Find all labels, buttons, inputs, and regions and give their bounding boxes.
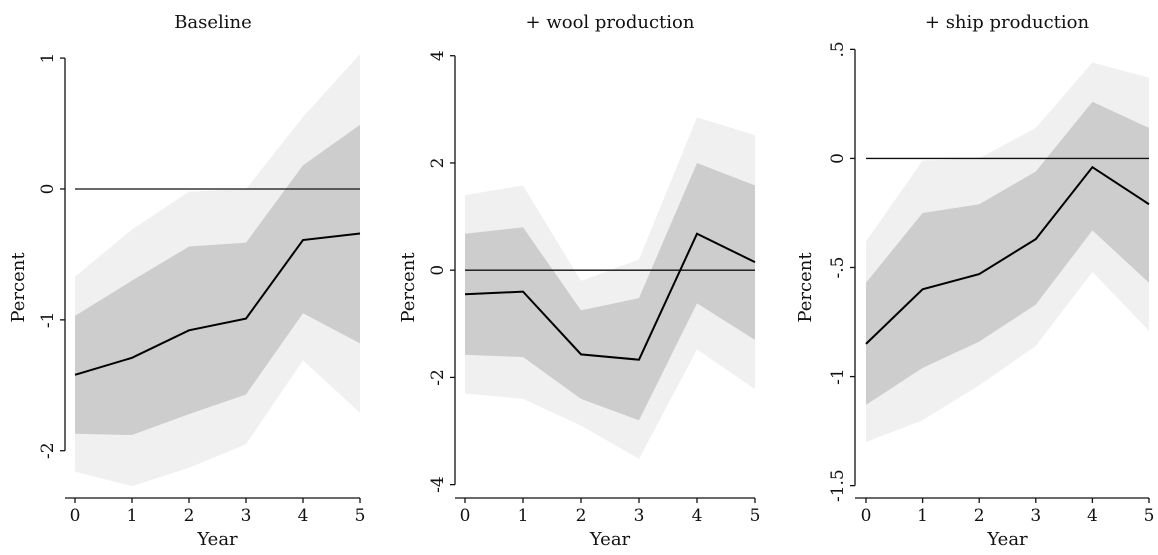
x-tick-label: 3	[241, 506, 252, 526]
y-tick-label: -1	[828, 368, 848, 385]
x-tick-label: 3	[1030, 506, 1041, 526]
y-tick-label: 0	[38, 184, 58, 195]
x-tick-label: 0	[460, 506, 471, 526]
y-axis-label: Percent	[398, 252, 419, 323]
x-tick-label: 4	[1087, 506, 1098, 526]
y-tick-label: 1	[38, 53, 58, 64]
x-tick-label: 3	[634, 506, 645, 526]
x-tick-label: 4	[692, 506, 703, 526]
panel-3: -1.5 -1 -.5 0 .5 0 1 2 3 4 5 Year Percent + ship prod…	[795, 12, 1154, 550]
x-tick-label: 0	[861, 506, 872, 526]
estimate-line	[865, 165, 1150, 345]
x-tick-label: 2	[184, 506, 195, 526]
x-tick-label: 5	[1144, 506, 1155, 526]
x-axis-label: Year	[196, 529, 238, 550]
x-axis-label: Year	[589, 529, 631, 550]
y-tick-label: -2	[38, 442, 58, 459]
y-tick-label: 0	[428, 265, 448, 276]
y-tick-label: 0	[828, 153, 848, 164]
panel-1: -2 -1 0 1 0 1 2 3 4 5 Year Percent Baseline	[8, 12, 365, 550]
x-tick-label: 1	[518, 506, 529, 526]
y-tick-label: -4	[428, 476, 448, 493]
y-tick-label: -.5	[828, 257, 848, 279]
y-tick-label: -2	[428, 369, 448, 386]
confidence-band-inner	[866, 101, 1149, 405]
x-tick-label: 5	[355, 506, 366, 526]
x-tick-label: 1	[127, 506, 138, 526]
x-tick-label: 5	[750, 506, 761, 526]
x-tick-label: 0	[70, 506, 81, 526]
y-tick-label: 2	[428, 158, 448, 169]
y-axis-label: Percent	[795, 252, 816, 323]
panel-2: -4 -2 0 2 4 0 1 2 3 4 5 Year Percent + wool productio…	[398, 12, 760, 550]
y-tick-label: .5	[828, 41, 848, 57]
panel-title: Baseline	[174, 12, 252, 33]
y-tick-label: 4	[428, 50, 448, 61]
x-axis-label: Year	[986, 529, 1028, 550]
panel-title: + ship production	[925, 12, 1090, 33]
x-tick-label: 2	[974, 506, 985, 526]
x-tick-label: 4	[298, 506, 309, 526]
confidence-band-inner	[465, 162, 755, 421]
x-tick-label: 2	[576, 506, 587, 526]
confidence-band-inner	[75, 124, 360, 436]
x-tick-label: 1	[917, 506, 928, 526]
y-tick-label: -1.5	[828, 469, 848, 502]
y-axis-label: Percent	[8, 252, 29, 323]
estimate-line	[74, 232, 361, 376]
estimate-line	[464, 232, 756, 361]
y-tick-label: -1	[38, 312, 58, 329]
panel-title: + wool production	[526, 12, 695, 33]
